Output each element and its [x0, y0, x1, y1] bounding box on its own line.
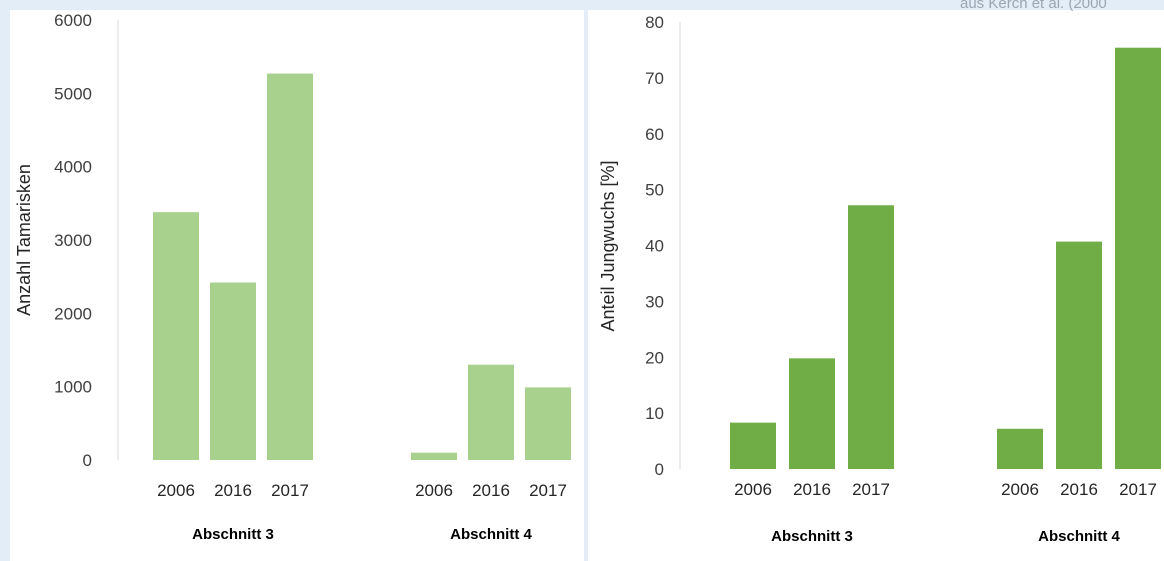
y-tick-label: 6000: [54, 11, 92, 30]
bar: [730, 422, 776, 469]
y-tick-label: 80: [645, 13, 664, 32]
bar: [1056, 241, 1102, 469]
category-label: 2016: [472, 481, 510, 500]
category-label: 2006: [415, 481, 453, 500]
y-tick-label: 0: [655, 460, 664, 479]
category-label: 2016: [1060, 480, 1098, 499]
bar: [210, 282, 256, 460]
y-tick-label: 0: [83, 451, 92, 470]
y-tick-label: 10: [645, 404, 664, 423]
category-label: 2016: [793, 480, 831, 499]
y-tick-label: 50: [645, 181, 664, 200]
bar: [1115, 47, 1161, 469]
category-label: 2017: [529, 481, 567, 500]
y-tick-label: 70: [645, 69, 664, 88]
category-label: 2006: [734, 480, 772, 499]
y-tick-label: 3000: [54, 231, 92, 250]
group-label: Abschnitt 4: [450, 526, 532, 543]
y-tick-label: 40: [645, 237, 664, 256]
bar: [848, 205, 894, 469]
y-tick-label: 30: [645, 292, 664, 311]
group-label: Abschnitt 3: [771, 528, 853, 545]
category-label: 2017: [852, 480, 890, 499]
bar: [525, 387, 571, 460]
y-tick-label: 5000: [54, 84, 92, 103]
bar: [468, 364, 514, 460]
bar: [411, 452, 457, 460]
category-label: 2016: [214, 481, 252, 500]
y-tick-label: 60: [645, 125, 664, 144]
bar: [789, 358, 835, 469]
y-axis-label: Anteil Jungwuchs [%]: [598, 160, 618, 331]
category-label: 2017: [1119, 480, 1157, 499]
bar: [153, 212, 199, 460]
group-label: Abschnitt 4: [1038, 528, 1120, 545]
category-label: 2017: [271, 481, 309, 500]
source-credit: aus Kerch et al. (2000: [960, 0, 1107, 12]
y-tick-label: 4000: [54, 158, 92, 177]
bar: [267, 73, 313, 461]
bar: [997, 428, 1043, 469]
category-label: 2006: [157, 481, 195, 500]
y-tick-label: 1000: [54, 378, 92, 397]
y-tick-label: 20: [645, 348, 664, 367]
y-tick-label: 2000: [54, 304, 92, 323]
y-axis-label: Anzahl Tamarisken: [14, 164, 34, 316]
category-label: 2006: [1001, 480, 1039, 499]
group-label: Abschnitt 3: [192, 526, 274, 543]
